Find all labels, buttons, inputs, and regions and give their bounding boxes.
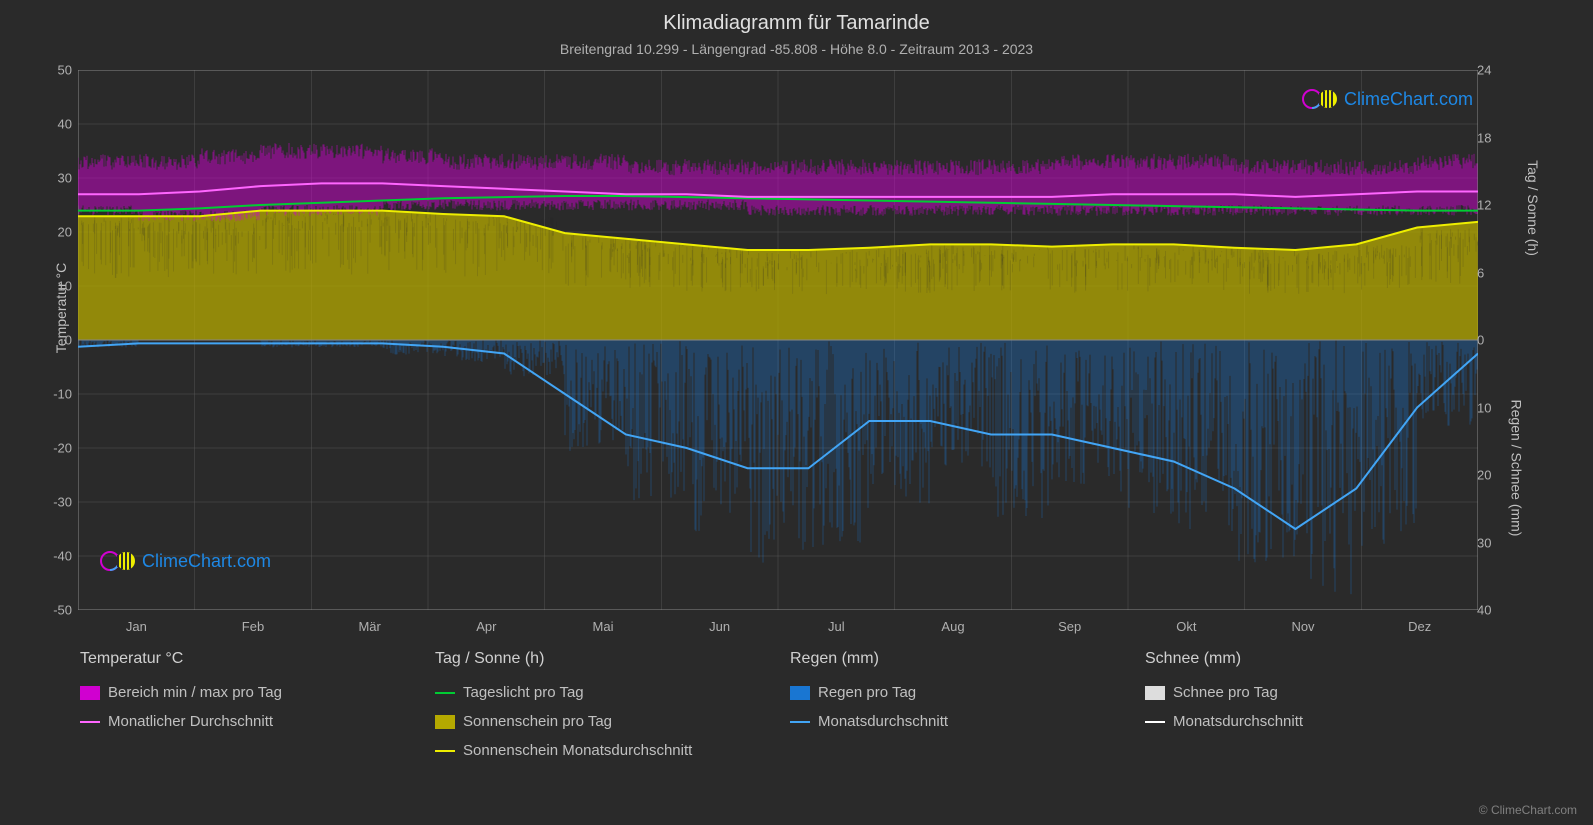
x-tick: Jan [126,619,147,634]
legend-item: Sonnenschein Monatsdurchschnitt [435,742,770,759]
y-tick-left: 40 [48,117,72,132]
watermark-text: ClimeChart.com [1344,89,1473,110]
legend: Temperatur °C Bereich min / max pro Tag … [80,650,1480,759]
chart-title: Klimadiagramm für Tamarinde [0,0,1593,35]
y-tick-left: 50 [48,63,72,78]
legend-item: Monatsdurchschnitt [1145,713,1480,730]
legend-header: Regen (mm) [790,650,1125,668]
legend-item: Monatsdurchschnitt [790,713,1125,730]
legend-header: Schnee (mm) [1145,650,1480,668]
y-tick-left: 30 [48,171,72,186]
x-tick: Mai [593,619,614,634]
y-tick-right: 40 [1477,603,1501,618]
legend-item: Monatlicher Durchschnitt [80,713,415,730]
x-tick: Dez [1408,619,1431,634]
watermark-text: ClimeChart.com [142,551,271,572]
copyright: © ClimeChart.com [1479,803,1577,817]
legend-header: Temperatur °C [80,650,415,668]
legend-item: Schnee pro Tag [1145,684,1480,701]
x-tick: Sep [1058,619,1081,634]
x-tick: Aug [941,619,964,634]
y-tick-right: 24 [1477,63,1501,78]
legend-header: Tag / Sonne (h) [435,650,770,668]
y-tick-left: -50 [48,603,72,618]
legend-item: Bereich min / max pro Tag [80,684,415,701]
x-tick: Jul [828,619,845,634]
y-tick-right: 20 [1477,468,1501,483]
legend-item: Regen pro Tag [790,684,1125,701]
x-tick: Apr [476,619,496,634]
y-tick-right: 18 [1477,130,1501,145]
y-axis-right-top-label: Tag / Sonne (h) [1525,160,1541,256]
legend-item: Tageslicht pro Tag [435,684,770,701]
x-tick: Mär [358,619,380,634]
legend-col-snow: Schnee (mm) Schnee pro Tag Monatsdurchsc… [1145,650,1480,759]
y-axis-right-bottom-label: Regen / Schnee (mm) [1509,400,1525,537]
legend-col-temp: Temperatur °C Bereich min / max pro Tag … [80,650,415,759]
legend-col-rain: Regen (mm) Regen pro Tag Monatsdurchschn… [790,650,1125,759]
y-tick-left: -10 [48,387,72,402]
watermark-bottom: ClimeChart.com [100,550,271,572]
x-tick: Okt [1176,619,1196,634]
y-tick-right: 0 [1477,333,1501,348]
watermark-top: ClimeChart.com [1302,88,1473,110]
y-tick-left: 20 [48,225,72,240]
chart-subtitle: Breitengrad 10.299 - Längengrad -85.808 … [0,35,1593,57]
y-tick-right: 12 [1477,198,1501,213]
y-tick-right: 6 [1477,265,1501,280]
legend-col-sun: Tag / Sonne (h) Tageslicht pro Tag Sonne… [435,650,770,759]
plot-area: JanFebMärAprMaiJunJulAugSepOktNovDez [78,70,1478,610]
y-tick-left: -40 [48,549,72,564]
legend-item: Sonnenschein pro Tag [435,713,770,730]
x-tick: Nov [1291,619,1314,634]
y-tick-right: 10 [1477,400,1501,415]
x-tick: Feb [242,619,264,634]
y-tick-right: 30 [1477,535,1501,550]
y-tick-left: 10 [48,279,72,294]
y-tick-left: -30 [48,495,72,510]
chart-svg [78,70,1478,610]
x-tick: Jun [709,619,730,634]
climate-chart: Klimadiagramm für Tamarinde Breitengrad … [0,0,1593,825]
y-tick-left: -20 [48,441,72,456]
y-tick-left: 0 [48,333,72,348]
